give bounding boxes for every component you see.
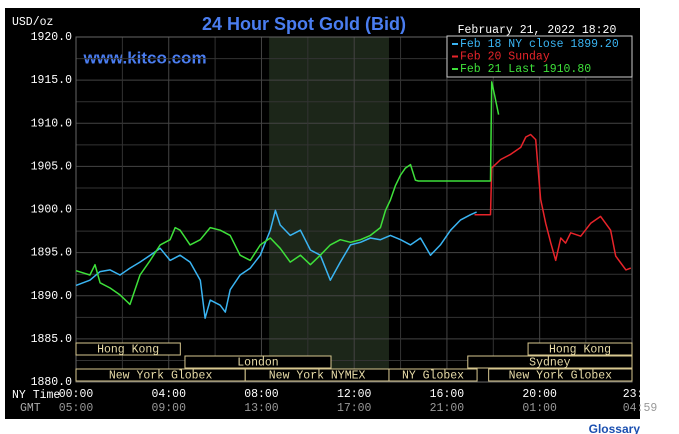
legend-label: Feb 20 Sunday — [460, 51, 550, 64]
series-line — [474, 133, 632, 271]
timestamp: February 21, 2022 18:20 — [458, 24, 617, 37]
session-box — [467, 355, 633, 369]
session-label: Sydney — [529, 357, 571, 370]
session-label: New York NYMEX — [269, 370, 366, 383]
legend-label: Feb 18 NY close 1899.20 — [460, 38, 619, 51]
watermark: www.kitco.com — [82, 48, 206, 67]
y-tick-label: 1880.0 — [31, 376, 73, 389]
y-axis-label: USD/oz — [12, 16, 53, 29]
x-tick-label: 12:00 — [337, 388, 372, 401]
plot-frame — [75, 36, 633, 383]
x-tick-label: 04:00 — [151, 388, 186, 401]
x-axis-label: NY Time — [12, 389, 60, 402]
x2-axis-label: GMT — [20, 402, 41, 415]
y-tick-label: 1920.0 — [31, 31, 73, 44]
y-tick-label: 1895.0 — [31, 247, 73, 260]
session-box — [527, 342, 633, 356]
glossary-link[interactable]: Glossary — [589, 422, 641, 434]
session-label: NY Globex — [402, 370, 464, 383]
session-label: Hong Kong — [97, 344, 159, 357]
x2-tick-label: 17:00 — [337, 402, 372, 415]
x2-tick-label: 21:00 — [430, 402, 465, 415]
x2-tick-label: 05:00 — [59, 402, 94, 415]
y-tick-label: 1885.0 — [31, 333, 73, 346]
session-label: New York Globex — [109, 370, 213, 383]
y-tick-label: 1910.0 — [31, 117, 73, 130]
x-tick-label: 00:00 — [59, 388, 94, 401]
y-tick-label: 1915.0 — [31, 74, 73, 87]
session-box — [184, 355, 332, 369]
x2-tick-label: 09:00 — [151, 402, 186, 415]
session-label: New York Globex — [509, 370, 613, 383]
x2-tick-label: 01:00 — [522, 402, 557, 415]
x2-tick-label: 13:00 — [244, 402, 279, 415]
x-tick-label: 20:00 — [522, 388, 557, 401]
session-box — [75, 342, 181, 356]
x-tick-label: 16:00 — [430, 388, 465, 401]
x-tick-label: 08:00 — [244, 388, 279, 401]
series-line — [75, 209, 477, 319]
x2-tick-label: 04:59 — [623, 402, 658, 415]
chart-title: 24 Hour Spot Gold (Bid) — [202, 14, 406, 34]
legend-box — [446, 35, 633, 78]
session-box — [488, 368, 633, 382]
x-tick-label: 23:59 — [623, 388, 658, 401]
session-label: Hong Kong — [549, 344, 611, 357]
series-line — [75, 81, 500, 306]
session-box — [388, 368, 478, 382]
y-tick-label: 1905.0 — [31, 160, 73, 173]
legend-label: Feb 21 Last 1910.80 — [460, 63, 591, 76]
session-label: London — [237, 357, 278, 370]
y-tick-label: 1900.0 — [31, 204, 73, 217]
y-tick-label: 1890.0 — [31, 290, 73, 303]
